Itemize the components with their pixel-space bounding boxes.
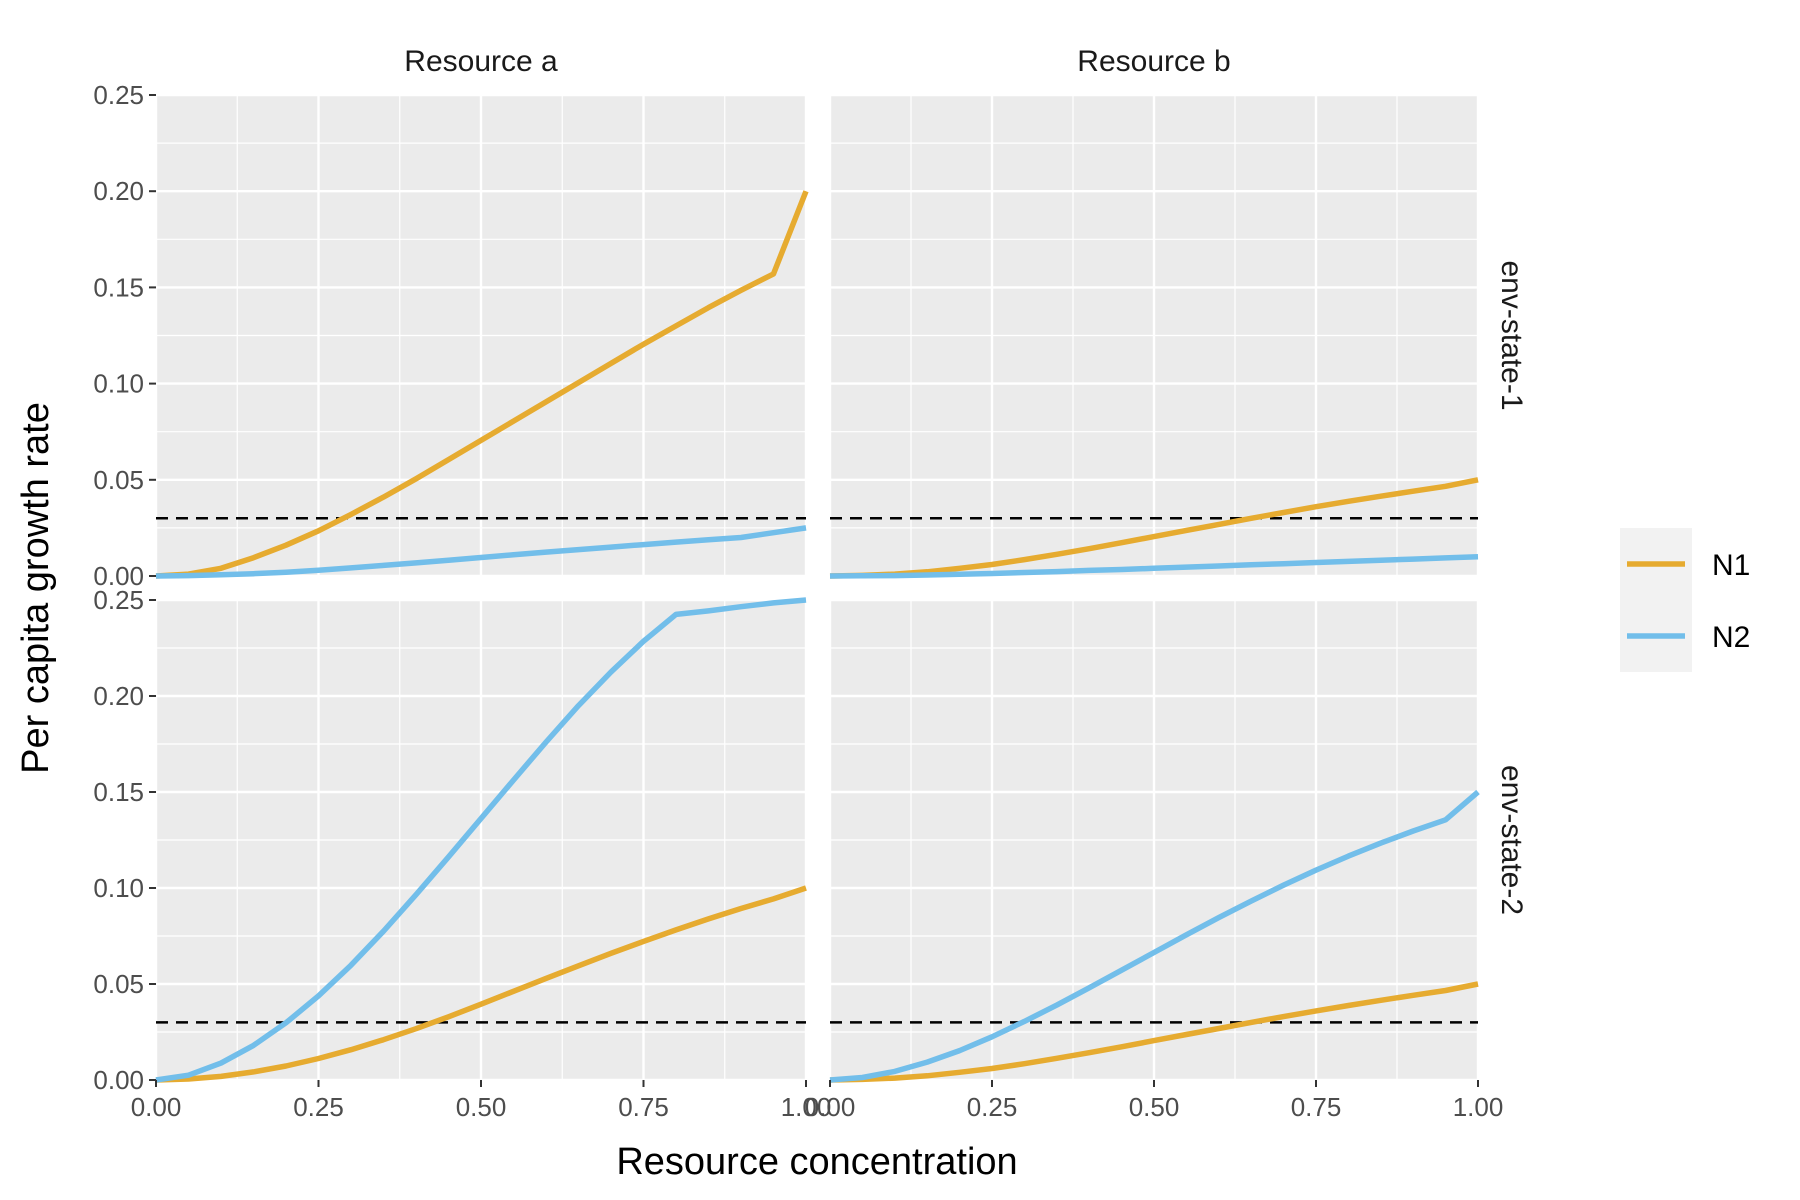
x-axis-title: Resource concentration [616, 1141, 1017, 1183]
x-tick-label: 0.00 [131, 1092, 182, 1122]
y-axis-title: Per capita growth rate [15, 402, 57, 774]
panel-b-1 [828, 93, 1480, 579]
y-tick-label: 0.15 [93, 272, 144, 302]
x-tick-label: 0.00 [805, 1092, 856, 1122]
y-tick-label: 0.00 [93, 561, 144, 591]
x-tick-label: 1.00 [1453, 1092, 1504, 1122]
x-tick-label: 0.50 [1129, 1092, 1180, 1122]
y-tick-label: 0.00 [93, 1065, 144, 1095]
series-line-n2 [155, 597, 807, 1083]
y-tick-label: 0.10 [93, 369, 144, 399]
y-tick-label: 0.10 [93, 873, 144, 903]
series-line-n1 [155, 885, 807, 1083]
y-tick-label: 0.20 [93, 176, 144, 206]
x-tick-label: 0.50 [456, 1092, 507, 1122]
series-line-n2 [829, 789, 1480, 1083]
x-tick-label: 1.00 [781, 1092, 832, 1122]
series-line-n1 [829, 477, 1479, 579]
row-strip-label: env-state-2 [1495, 765, 1528, 915]
column-strip-label: Resource a [404, 45, 558, 78]
series-line-n1 [155, 190, 809, 579]
y-tick-label: 0.05 [93, 465, 144, 495]
row-strip-label: env-state-1 [1495, 260, 1528, 410]
x-tick-label: 0.25 [293, 1092, 344, 1122]
y-tick-label: 0.15 [93, 777, 144, 807]
x-tick-label: 0.75 [618, 1092, 669, 1122]
x-tick-label: 0.25 [967, 1092, 1018, 1122]
x-tick-label: 0.75 [1291, 1092, 1342, 1122]
panel-a-2 [154, 597, 808, 1083]
series-line-n2 [155, 525, 807, 579]
y-tick-label: 0.25 [93, 80, 144, 110]
y-tick-label: 0.05 [93, 969, 144, 999]
legend: N1 N2 [1620, 528, 1750, 672]
column-strip-label: Resource b [1077, 45, 1230, 78]
y-tick-label: 0.20 [93, 681, 144, 711]
legend-label: N2 [1712, 621, 1750, 654]
series-line-n2 [829, 554, 1479, 579]
legend-label: N1 [1712, 549, 1750, 582]
panel-b-2 [828, 598, 1480, 1083]
series-line-n1 [829, 981, 1479, 1083]
y-tick-label: 0.25 [93, 585, 144, 615]
panel-a-1 [154, 93, 809, 579]
